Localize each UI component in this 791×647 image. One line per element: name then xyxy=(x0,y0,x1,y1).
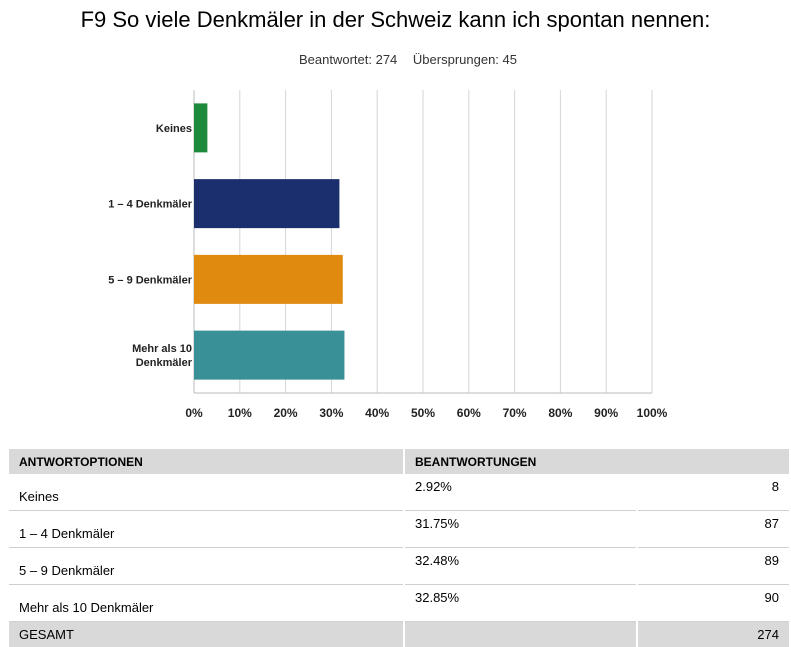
total-label: GESAMT xyxy=(9,622,403,647)
answered-count: Beantwortet: 274 xyxy=(299,52,398,67)
option-label: Keines xyxy=(9,474,403,511)
response-percent: 31.75% xyxy=(405,511,637,548)
responses-table: ANTWORTOPTIONEN BEANTWORTUNGEN Keines 2.… xyxy=(7,449,791,647)
x-tick-label: 10% xyxy=(228,406,252,420)
option-label: 1 – 4 Denkmäler xyxy=(9,511,403,548)
skipped-count: Übersprungen: 45 xyxy=(412,52,517,67)
response-percent: 32.85% xyxy=(405,585,637,622)
x-tick-label: 50% xyxy=(411,406,435,420)
response-count: 89 xyxy=(638,548,789,585)
bar xyxy=(194,179,340,229)
x-tick-label: 30% xyxy=(319,406,343,420)
x-tick-label: 0% xyxy=(185,406,203,420)
bar xyxy=(194,103,208,153)
option-label: Mehr als 10 Denkmäler xyxy=(9,585,403,622)
table-header-row: ANTWORTOPTIONEN BEANTWORTUNGEN xyxy=(9,449,789,474)
table-row: Keines 2.92% 8 xyxy=(9,474,789,511)
total-count: 274 xyxy=(638,622,789,647)
option-label: 5 – 9 Denkmäler xyxy=(9,548,403,585)
table-row: 1 – 4 Denkmäler 31.75% 87 xyxy=(9,511,789,548)
response-percent: 32.48% xyxy=(405,548,637,585)
bar xyxy=(194,254,343,304)
category-labels: Keines 1 – 4 Denkmäler 5 – 9 Denkmäler Mehr… xyxy=(108,123,192,369)
bar-chart: Keines 1 – 4 Denkmäler 5 – 9 Denkmäler Mehr… xyxy=(108,90,668,420)
response-summary: Beantwortet: 274 Übersprungen: 45 xyxy=(0,52,791,67)
x-tick-labels: 0% 10% 20% 30% 40% 50% 60% 70% 80% 90% 100% xyxy=(185,406,667,420)
category-label: Mehr als 10 Denkmäler xyxy=(132,343,193,369)
total-row: GESAMT 274 xyxy=(9,622,789,647)
x-tick-label: 90% xyxy=(594,406,618,420)
bar xyxy=(194,330,345,380)
category-label: 1 – 4 Denkmäler xyxy=(108,199,192,211)
bars xyxy=(194,103,345,380)
total-spacer xyxy=(405,622,637,647)
x-tick-label: 20% xyxy=(274,406,298,420)
response-percent: 2.92% xyxy=(405,474,637,511)
x-tick-label: 80% xyxy=(548,406,572,420)
x-tick-label: 100% xyxy=(637,406,668,420)
table-row: Mehr als 10 Denkmäler 32.85% 90 xyxy=(9,585,789,622)
chart-title: F9 So viele Denkmäler in der Schweiz kan… xyxy=(80,7,711,32)
x-tick-label: 70% xyxy=(503,406,527,420)
table-row: 5 – 9 Denkmäler 32.48% 89 xyxy=(9,548,789,585)
response-count: 90 xyxy=(638,585,789,622)
response-count: 8 xyxy=(638,474,789,511)
category-label: 5 – 9 Denkmäler xyxy=(108,274,192,286)
category-label: Keines xyxy=(156,123,192,135)
x-tick-label: 60% xyxy=(457,406,481,420)
x-tick-label: 40% xyxy=(365,406,389,420)
column-header-options: ANTWORTOPTIONEN xyxy=(9,449,403,474)
column-header-responses: BEANTWORTUNGEN xyxy=(405,449,789,474)
response-count: 87 xyxy=(638,511,789,548)
